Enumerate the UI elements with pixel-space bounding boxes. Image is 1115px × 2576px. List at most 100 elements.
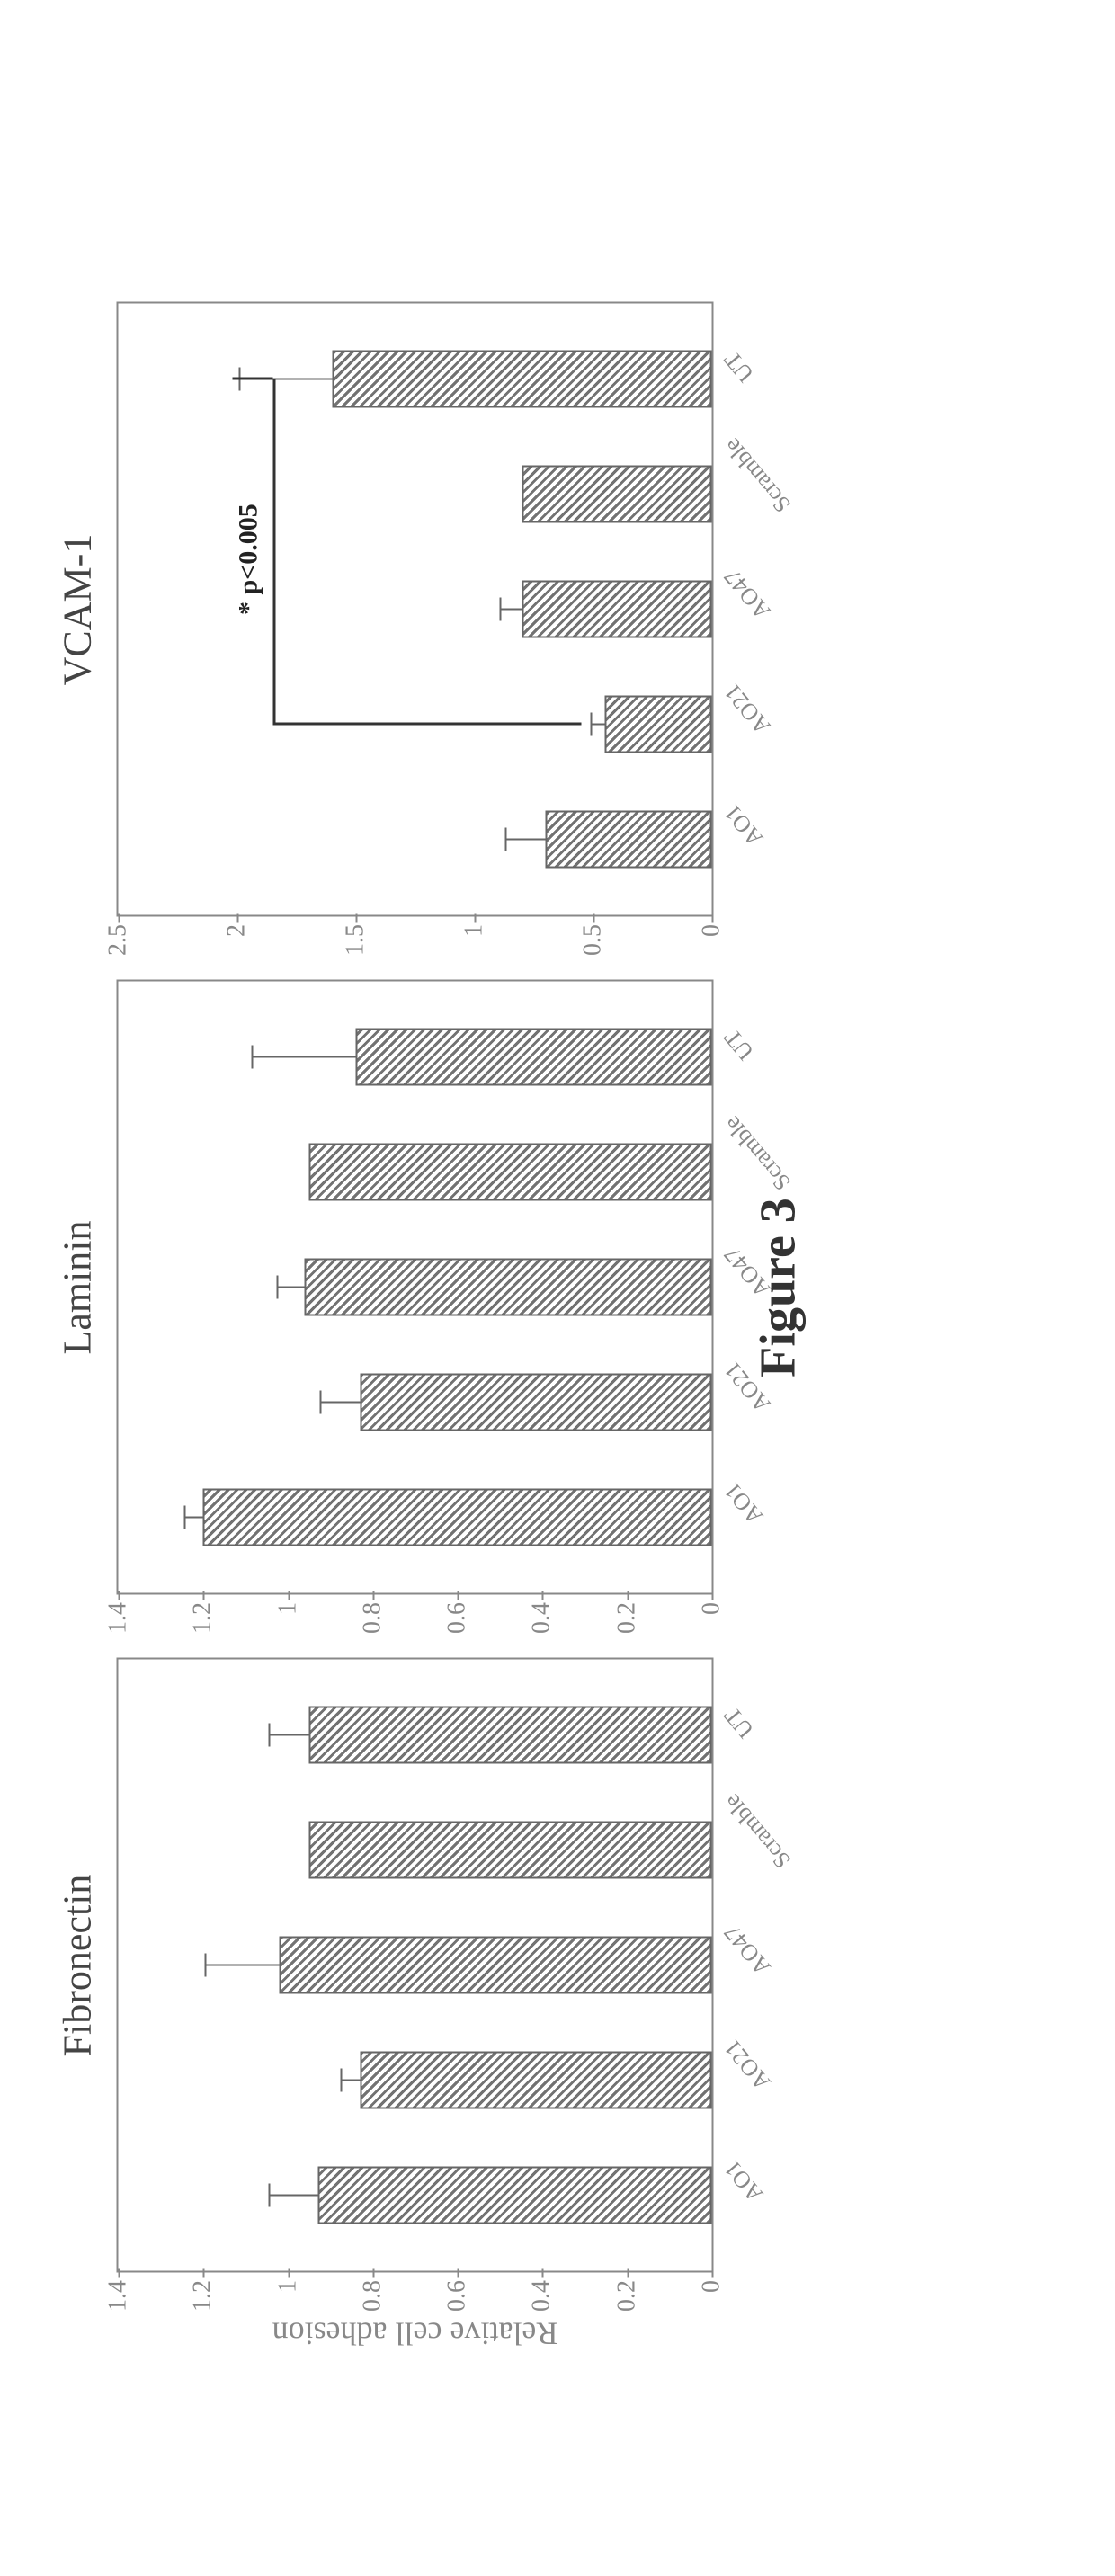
- x-tick-label: Scramble: [719, 1111, 797, 1196]
- bar-slot: AO1: [317, 2155, 711, 2236]
- y-axis-label: Relative cell adhesion: [272, 2315, 558, 2353]
- bar-hatch-fill: [281, 1939, 710, 1992]
- significance-drop: [272, 723, 581, 726]
- y-tick: 1: [273, 1593, 302, 1615]
- bar-hatch-fill: [205, 1491, 710, 1545]
- y-tick: 0.8: [358, 1593, 387, 1634]
- bar-slot: UT: [332, 339, 711, 420]
- error-bar: [269, 1734, 311, 1736]
- chart-box: 00.20.40.60.811.21.4AO1AO21AO47ScrambleU…: [117, 980, 714, 1595]
- bar-hatch-fill: [523, 583, 709, 637]
- bar-slot: AO1: [546, 799, 712, 880]
- panel-vcam-1: VCAM-1 00.511.522.5AO1AO21AO47ScrambleUT*…: [55, 302, 714, 917]
- error-bar: [341, 2080, 362, 2081]
- y-tick: 1.2: [189, 2271, 218, 2312]
- bar-hatch-fill: [361, 2054, 709, 2108]
- plot-frame: 00.20.40.60.811.21.4AO1AO21AO47ScrambleU…: [117, 980, 714, 1595]
- x-tick-label: UT: [719, 1702, 760, 1743]
- y-tick: 2: [223, 915, 252, 937]
- panels-row: Fibronectin Relative cell adhesion00.20.4…: [55, 302, 714, 2273]
- y-tick: 0.8: [358, 2271, 387, 2312]
- y-tick: 1.5: [342, 915, 370, 956]
- bar-slot: AO47: [305, 1247, 712, 1328]
- x-tick-label: Scramble: [719, 1789, 797, 1874]
- error-bar: [504, 839, 548, 841]
- x-tick-label: UT: [719, 346, 760, 388]
- bar: [522, 466, 711, 523]
- chart-box: 00.511.522.5AO1AO21AO47ScrambleUT* p<0.0…: [117, 302, 714, 917]
- x-tick-label: AO1: [719, 799, 769, 851]
- error-bar: [269, 2195, 320, 2197]
- y-tick: 0: [698, 2271, 727, 2293]
- y-tick: 0.5: [579, 915, 608, 956]
- y-tick: 0.2: [612, 2271, 641, 2312]
- error-bar: [319, 1402, 361, 1404]
- y-tick: 1.4: [104, 1593, 133, 1634]
- panel-laminin: Laminin00.20.40.60.811.21.4AO1AO21AO47Sc…: [55, 980, 714, 1595]
- bar: [203, 1489, 712, 1546]
- bar-slot: Scramble: [309, 1810, 712, 1891]
- y-tick: 0.4: [528, 2271, 557, 2312]
- bar: [546, 811, 712, 869]
- y-tick: 2.5: [104, 915, 133, 956]
- error-bar: [252, 1056, 358, 1058]
- bar-hatch-fill: [311, 1708, 710, 1762]
- bar-hatch-fill: [311, 1823, 710, 1877]
- bar-hatch-fill: [607, 698, 710, 752]
- error-bar: [277, 1287, 307, 1288]
- significance-line: [272, 379, 275, 725]
- bar: [360, 1374, 711, 1431]
- bar: [280, 1937, 712, 1994]
- y-tick: 1: [460, 915, 489, 937]
- bar: [309, 1707, 712, 1764]
- chart-box: Relative cell adhesion00.20.40.60.811.21…: [117, 1658, 714, 2273]
- panel-title: Laminin: [55, 1220, 101, 1354]
- panel-fibronectin: Fibronectin Relative cell adhesion00.20.4…: [55, 1658, 714, 2273]
- error-bar: [590, 724, 606, 726]
- y-tick: 1.4: [104, 2271, 133, 2312]
- bar-slot: AO47: [522, 569, 711, 650]
- y-tick: 0: [698, 1593, 727, 1615]
- x-tick-label: Scramble: [719, 433, 797, 518]
- error-bar: [205, 1965, 281, 1966]
- bar-slot: AO21: [360, 2040, 711, 2121]
- bar-slot: UT: [356, 1017, 712, 1098]
- x-tick-label: AO21: [719, 679, 777, 740]
- error-bar: [183, 1517, 205, 1519]
- panel-title: Fibronectin: [55, 1875, 101, 2057]
- x-tick-label: AO47: [719, 564, 777, 625]
- plot-frame: Relative cell adhesion00.20.40.60.811.21…: [117, 1658, 714, 2273]
- bar-slot: UT: [309, 1695, 712, 1776]
- bar-hatch-fill: [523, 468, 709, 521]
- x-tick-label: AO1: [719, 1477, 769, 1529]
- y-tick: 0.4: [528, 1593, 557, 1634]
- bar: [360, 2052, 711, 2109]
- plot-frame: 00.511.522.5AO1AO21AO47ScrambleUT* p<0.0…: [117, 302, 714, 917]
- panel-title: VCAM-1: [55, 534, 101, 686]
- y-tick: 0.6: [443, 1593, 472, 1634]
- significance-drop: [232, 378, 272, 380]
- bars-container: AO1AO21AO47ScrambleUT: [119, 304, 712, 915]
- bar: [317, 2167, 711, 2224]
- bar: [356, 1029, 712, 1086]
- bar-hatch-fill: [319, 2169, 709, 2223]
- y-tick: 1.2: [189, 1593, 218, 1634]
- bar-hatch-fill: [361, 1376, 709, 1430]
- bar-hatch-fill: [334, 352, 709, 406]
- x-tick-label: AO47: [719, 1920, 777, 1981]
- bar: [309, 1822, 712, 1879]
- bar: [305, 1259, 712, 1316]
- x-tick-label: AO21: [719, 2035, 777, 2096]
- bar-hatch-fill: [311, 1145, 710, 1199]
- x-tick-label: AO1: [719, 2155, 769, 2207]
- y-tick: 0.2: [612, 1593, 641, 1634]
- bar-hatch-fill: [358, 1030, 710, 1084]
- significance-label: * p<0.005: [233, 504, 263, 615]
- bar-slot: AO21: [360, 1362, 711, 1443]
- bars-container: AO1 AO21 AO47 Scramble UT: [119, 982, 712, 1593]
- x-tick-label: UT: [719, 1024, 760, 1065]
- bar-hatch-fill: [307, 1261, 710, 1315]
- bar-slot: Scramble: [309, 1132, 712, 1213]
- bar-slot: AO1: [203, 1477, 712, 1558]
- y-tick: 0.6: [443, 2271, 472, 2312]
